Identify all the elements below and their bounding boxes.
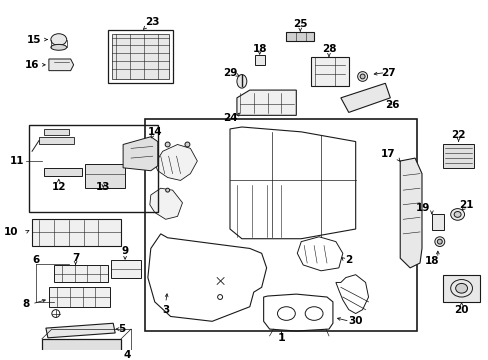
- Text: 29: 29: [223, 68, 237, 78]
- Text: 5: 5: [118, 324, 125, 334]
- Text: 16: 16: [25, 60, 39, 70]
- Ellipse shape: [51, 44, 66, 50]
- Bar: [310, 57, 348, 86]
- Text: 17: 17: [380, 149, 394, 159]
- Bar: [442, 275, 479, 302]
- Text: 20: 20: [453, 305, 468, 315]
- Ellipse shape: [184, 142, 189, 147]
- Polygon shape: [44, 129, 68, 135]
- Text: 11: 11: [10, 156, 24, 166]
- Polygon shape: [46, 323, 115, 338]
- Text: 13: 13: [96, 182, 110, 192]
- Text: 30: 30: [348, 316, 362, 326]
- Polygon shape: [44, 168, 81, 176]
- Ellipse shape: [237, 75, 246, 88]
- Text: 10: 10: [4, 227, 18, 237]
- Bar: [42, 339, 121, 360]
- Bar: [286, 32, 313, 41]
- Bar: [49, 287, 110, 307]
- Text: 22: 22: [450, 130, 465, 140]
- Ellipse shape: [51, 34, 66, 45]
- Ellipse shape: [453, 212, 460, 217]
- Text: 28: 28: [321, 44, 336, 54]
- Polygon shape: [399, 158, 421, 268]
- Text: 2: 2: [345, 255, 352, 265]
- Bar: [144, 119, 416, 331]
- Ellipse shape: [359, 74, 365, 79]
- Bar: [32, 219, 121, 247]
- Bar: [112, 34, 168, 80]
- Text: 12: 12: [51, 182, 66, 192]
- Text: 23: 23: [145, 17, 160, 27]
- Ellipse shape: [436, 239, 441, 244]
- Text: 8: 8: [22, 299, 30, 309]
- Bar: [442, 144, 473, 168]
- Bar: [54, 265, 108, 283]
- Polygon shape: [49, 59, 74, 71]
- Ellipse shape: [455, 283, 467, 293]
- Bar: [108, 30, 172, 83]
- Polygon shape: [237, 90, 296, 115]
- Ellipse shape: [434, 237, 444, 247]
- Polygon shape: [155, 144, 197, 180]
- Text: 15: 15: [27, 35, 41, 45]
- Text: 3: 3: [162, 305, 169, 315]
- Ellipse shape: [165, 142, 170, 147]
- Ellipse shape: [450, 208, 464, 220]
- Ellipse shape: [165, 188, 169, 192]
- Bar: [254, 55, 264, 65]
- Polygon shape: [39, 137, 74, 144]
- Text: 19: 19: [415, 203, 429, 213]
- Bar: [85, 164, 125, 188]
- Text: 9: 9: [122, 246, 128, 256]
- Bar: [29, 125, 158, 212]
- Text: 7: 7: [72, 253, 79, 263]
- Bar: [431, 215, 443, 230]
- Text: 24: 24: [222, 113, 237, 123]
- Bar: [111, 260, 141, 278]
- Polygon shape: [123, 137, 158, 171]
- Text: 6: 6: [32, 255, 40, 265]
- Polygon shape: [149, 188, 182, 219]
- Polygon shape: [340, 83, 389, 112]
- Text: 21: 21: [458, 200, 473, 210]
- Text: 18: 18: [252, 44, 266, 54]
- Text: 25: 25: [292, 19, 307, 29]
- Text: 1: 1: [277, 333, 285, 343]
- Text: 27: 27: [380, 68, 395, 78]
- Ellipse shape: [357, 72, 367, 81]
- Text: 26: 26: [384, 100, 399, 110]
- Text: 14: 14: [147, 127, 162, 137]
- Text: 18: 18: [424, 256, 438, 266]
- Text: 4: 4: [123, 350, 130, 360]
